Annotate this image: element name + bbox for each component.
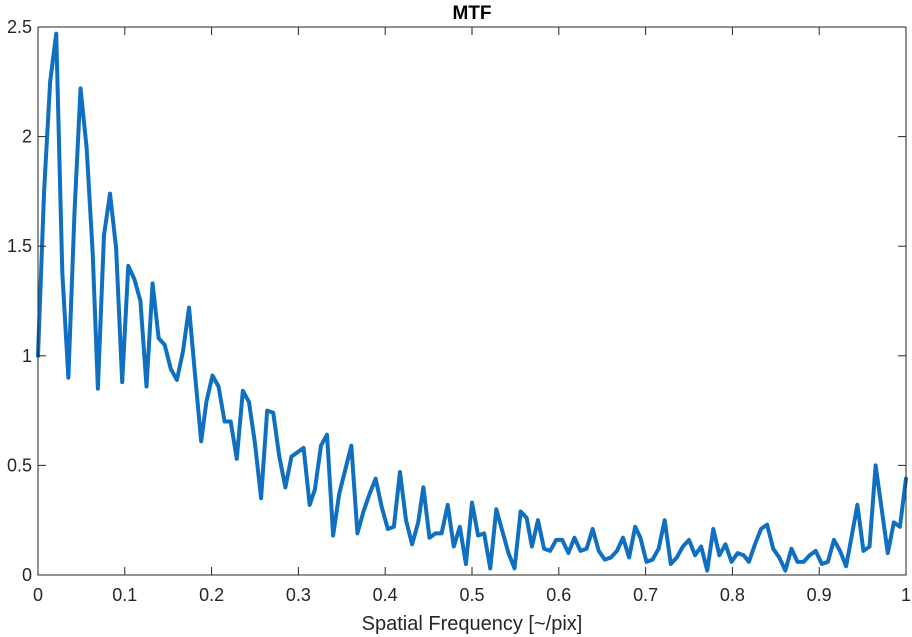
y-tick-label: 2	[22, 127, 32, 147]
series-line-0	[36, 31, 908, 573]
x-axis-title: Spatial Frequency [~/pix]	[362, 613, 583, 635]
x-tick-label: 0.9	[807, 585, 832, 605]
y-tick-label: 1.5	[7, 236, 32, 256]
y-tick-label: 0.5	[7, 455, 32, 475]
x-tick-label: 0.6	[546, 585, 571, 605]
x-tick-label: 0.3	[286, 585, 311, 605]
x-tick-label: 0.4	[373, 585, 398, 605]
x-tick-label: 1	[901, 585, 911, 605]
y-tick-label: 0	[22, 565, 32, 585]
y-tick-label: 1	[22, 346, 32, 366]
ticks: 0 0.1 0.2 0.3 0.4 0.5 0.6 0.7 0.8 0.9 1 0 0.5 1 1.5 2 2.…	[7, 17, 911, 605]
x-tick-label: 0.1	[112, 585, 137, 605]
y-tick-label: 2.5	[7, 17, 32, 37]
x-tick-label: 0.2	[199, 585, 224, 605]
axes	[37, 26, 907, 576]
x-tick-label: 0.5	[459, 585, 484, 605]
axes-box	[37, 26, 907, 576]
x-tick-label: 0	[33, 585, 43, 605]
chart-title: MTF	[452, 3, 491, 24]
x-tick-label: 0.8	[720, 585, 745, 605]
plot-marks	[36, 31, 908, 573]
x-tick-label: 0.7	[633, 585, 658, 605]
